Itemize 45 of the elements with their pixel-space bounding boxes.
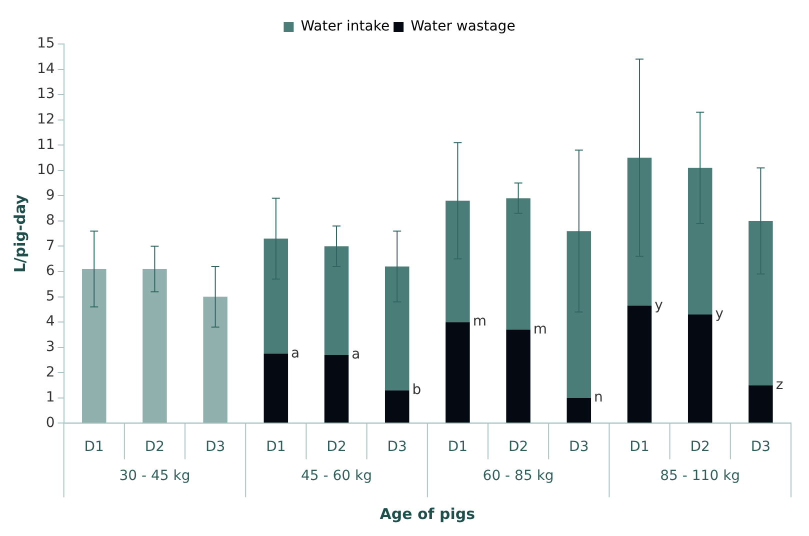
y-tick-label: 14 (36, 60, 55, 77)
data-label: y (715, 306, 724, 322)
legend-label: Water intake (300, 18, 390, 35)
y-tick-label: 3 (46, 339, 55, 355)
x-tick-label: D1 (630, 439, 650, 456)
y-tick-label: 13 (36, 86, 55, 102)
data-label: b (412, 382, 422, 398)
x-tick-label: D1 (84, 439, 104, 456)
text: 30 - 45 kg (119, 468, 190, 484)
y-tick-label: 5 (46, 288, 55, 304)
text: 85 - 110 kg (660, 468, 740, 484)
x-tick-label: D3 (750, 439, 771, 456)
data-label: n (594, 390, 603, 406)
text: 60 - 85 kg (482, 468, 554, 484)
data-label: a (291, 345, 300, 362)
y-tick-label: 7 (46, 238, 55, 254)
x-axis-title: Age of pigs (380, 504, 476, 523)
text: 45 - 60 kg (300, 468, 372, 484)
y-tick-label: 15 (36, 36, 55, 52)
y-tick-label: 6 (46, 263, 55, 280)
x-tick-label: D2 (144, 439, 165, 456)
y-tick-label: 11 (36, 136, 55, 153)
y-tick-label: 8 (46, 212, 55, 229)
data-label: y (654, 297, 663, 314)
x-tick-label: D3 (569, 439, 589, 456)
data-label: m (533, 321, 548, 338)
y-tick-label: 0 (46, 414, 55, 431)
legend-label: Water wastage (410, 18, 516, 35)
x-tick-label: D2 (690, 439, 710, 456)
x-tick-label: D2 (326, 439, 346, 456)
y-tick-label: 10 (36, 162, 55, 178)
y-tick-label: 2 (46, 364, 55, 380)
y-tick-label: 4 (46, 314, 55, 330)
x-tick-label: D3 (205, 439, 226, 456)
x-tick-label: D1 (266, 439, 286, 456)
y-tick-label: 12 (36, 111, 55, 128)
data-label: m (472, 314, 486, 330)
y-tick-label: 9 (46, 187, 55, 204)
y-tick-label: 1 (46, 390, 55, 406)
data-label: z (776, 376, 784, 393)
x-tick-label: D3 (387, 439, 407, 456)
x-tick-label: D1 (448, 439, 468, 456)
x-tick-label: D2 (508, 439, 528, 456)
y-axis-title: L/pig-day (10, 194, 29, 273)
data-label: a (352, 346, 360, 363)
